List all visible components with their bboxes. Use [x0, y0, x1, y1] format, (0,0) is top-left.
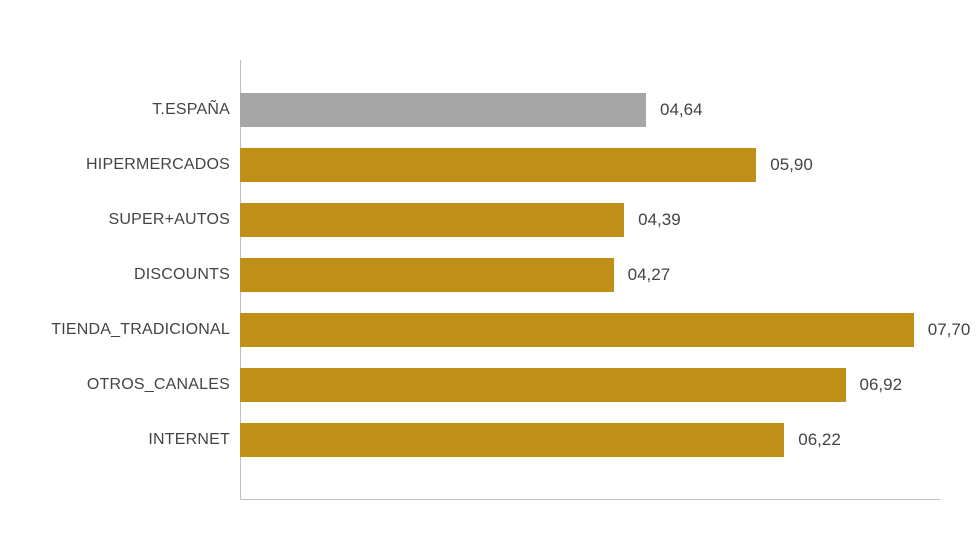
- bar: [240, 313, 914, 347]
- bar-row: INTERNET 06,22: [40, 412, 940, 467]
- bar-chart: T.ESPAÑA 04,64 HIPERMERCADOS 05,90 SUPER+AUT…: [40, 60, 940, 500]
- bar: [240, 368, 846, 402]
- bar: [240, 423, 784, 457]
- x-axis-line: [240, 499, 940, 500]
- category-label: T.ESPAÑA: [40, 101, 230, 119]
- value-label: 06,22: [798, 430, 841, 450]
- bar-row: TIENDA_TRADICIONAL07,70: [40, 302, 940, 357]
- value-label: 06,92: [860, 375, 903, 395]
- value-label: 04,64: [660, 100, 703, 120]
- bar-row: OTROS_CANALES 06,92: [40, 357, 940, 412]
- value-label: 04,39: [638, 210, 681, 230]
- value-label: 07,70: [928, 320, 971, 340]
- bar-row: SUPER+AUTOS 04,39: [40, 192, 940, 247]
- value-label: 04,27: [628, 265, 671, 285]
- category-label: TIENDA_TRADICIONAL: [40, 321, 230, 339]
- category-label: HIPERMERCADOS: [40, 156, 230, 174]
- category-label: SUPER+AUTOS: [40, 211, 230, 229]
- bar-row: HIPERMERCADOS 05,90: [40, 137, 940, 192]
- bar: [240, 258, 614, 292]
- category-label: INTERNET: [40, 431, 230, 449]
- bar: [240, 148, 756, 182]
- bar: [240, 203, 624, 237]
- category-label: OTROS_CANALES: [40, 376, 230, 394]
- category-label: DISCOUNTS: [40, 266, 230, 284]
- value-label: 05,90: [770, 155, 813, 175]
- bar-row: DISCOUNTS 04,27: [40, 247, 940, 302]
- bar: [240, 93, 646, 127]
- bar-row: T.ESPAÑA 04,64: [40, 82, 940, 137]
